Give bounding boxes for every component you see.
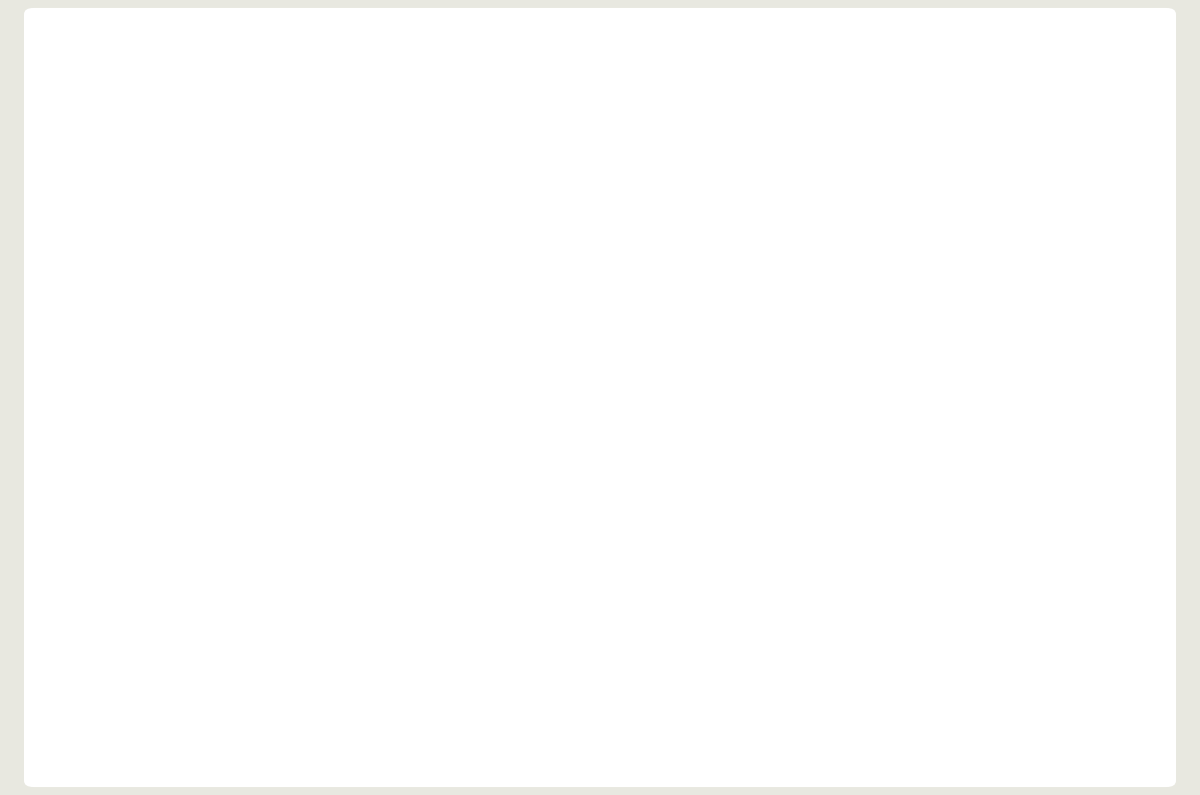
Text: is: is bbox=[950, 169, 991, 200]
Text: None of them: None of them bbox=[533, 592, 740, 621]
Text: 400: 400 bbox=[683, 515, 740, 545]
Text: $\sum_{n=0}^{\infty} \left(\frac{4^{n+1}}{5^{n-2}}\right)$: $\sum_{n=0}^{\infty} \left(\frac{4^{n+1}… bbox=[703, 142, 848, 227]
Text: 500: 500 bbox=[683, 363, 740, 391]
Text: 100: 100 bbox=[683, 286, 740, 315]
Text: The sum of the geometric series: The sum of the geometric series bbox=[224, 169, 814, 200]
Text: 200: 200 bbox=[683, 439, 740, 468]
